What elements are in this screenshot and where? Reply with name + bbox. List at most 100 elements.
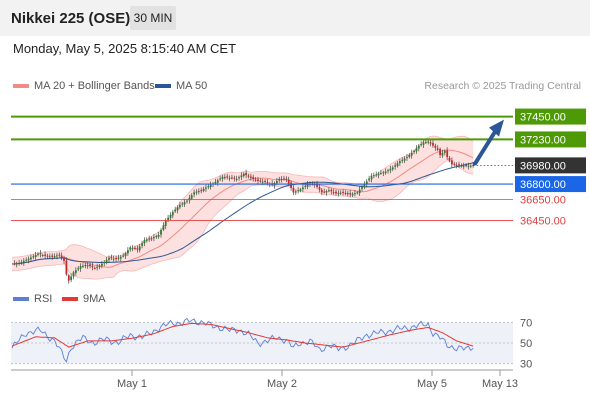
rsi-tick-label: 70 — [520, 317, 532, 329]
candle-body — [148, 238, 151, 240]
candle-body — [304, 185, 307, 187]
rsi-9ma-line — [11, 322, 474, 348]
candle-body — [460, 165, 463, 167]
candle-body — [162, 225, 165, 230]
candle-body — [453, 164, 456, 166]
candle-body — [292, 188, 295, 193]
support-label: 36450.00 — [520, 215, 566, 227]
candle-body — [436, 148, 439, 150]
time-tick-label: May 13 — [482, 378, 518, 390]
legend-ma50: MA 50 — [155, 80, 207, 92]
candle-body — [171, 212, 174, 216]
candle-body — [401, 159, 404, 161]
candle-body — [318, 187, 321, 190]
candle-body — [469, 165, 472, 167]
candlestick-layer — [13, 139, 475, 284]
candle-body — [384, 171, 387, 173]
support-label: 36650.00 — [520, 195, 566, 207]
candle-body — [242, 173, 245, 176]
rsi-panel: 70 50 30 — [11, 317, 532, 371]
candle-body — [67, 275, 70, 281]
candle-body — [143, 240, 146, 244]
candle-body — [339, 192, 342, 194]
candle-body — [197, 191, 200, 193]
candle-body — [294, 191, 297, 193]
candle-body — [153, 237, 155, 239]
bollinger-upper-line — [11, 135, 474, 258]
candle-body — [370, 175, 373, 180]
timeframe-button[interactable]: 30 MIN — [130, 6, 176, 30]
candle-body — [51, 255, 54, 257]
candle-body — [77, 268, 80, 270]
candle-body — [108, 257, 110, 260]
candle-body — [356, 192, 359, 194]
ma9-swatch — [62, 297, 78, 302]
candle-body — [134, 247, 136, 249]
candle-body — [363, 184, 366, 188]
chart-datetime: Monday, May 5, 2025 8:15:40 AM CET — [13, 41, 237, 56]
candle-body — [20, 262, 23, 263]
candle-body — [406, 157, 408, 159]
candle-body — [413, 150, 415, 153]
candle-body — [160, 230, 162, 235]
candle-body — [48, 256, 51, 258]
candle-body — [37, 253, 39, 255]
candle-body — [119, 256, 122, 259]
candle-body — [105, 259, 108, 263]
candle-body — [34, 255, 37, 257]
candle-body — [443, 150, 446, 153]
candle-body — [145, 239, 148, 241]
legend-9ma: 9MA — [62, 293, 106, 305]
time-axis: May 1 May 2 May 5 May 13 — [11, 369, 518, 390]
candle-body — [219, 178, 221, 180]
candle-body — [391, 167, 394, 170]
candle-body — [283, 178, 285, 180]
candle-body — [415, 148, 418, 152]
candle-body — [60, 255, 63, 258]
candle-body — [93, 267, 96, 269]
candle-body — [91, 265, 94, 268]
candle-body — [181, 203, 184, 205]
candle-body — [25, 259, 28, 261]
legend-rsi: RSI — [13, 293, 52, 305]
candle-body — [287, 179, 290, 184]
legend-ma20-label: MA 20 + Bollinger Bands — [34, 80, 155, 92]
candle-body — [30, 257, 32, 260]
candle-body — [72, 272, 75, 277]
candle-body — [285, 178, 288, 180]
candle-body — [39, 253, 42, 255]
legend-ma20: MA 20 + Bollinger Bands — [13, 80, 155, 92]
candle-body — [124, 253, 127, 257]
candle-body — [380, 173, 382, 174]
last-price-label-box — [515, 157, 586, 174]
candle-body — [41, 255, 44, 256]
candle-body — [349, 193, 352, 195]
candle-body — [365, 181, 368, 185]
candle-body — [252, 177, 255, 179]
candle-body — [82, 265, 84, 267]
candle-body — [351, 193, 354, 196]
candle-body — [202, 188, 205, 191]
bollinger-band-layer — [11, 135, 474, 280]
pivot-label-box — [515, 176, 586, 193]
candle-body — [138, 246, 141, 251]
candle-body — [389, 168, 392, 171]
candle-body — [354, 193, 356, 195]
candle-body — [299, 189, 302, 191]
candle-body — [63, 257, 65, 261]
pivot-label: 36800.00 — [520, 179, 566, 191]
candle-body — [408, 155, 411, 158]
candle-body — [266, 182, 269, 184]
last-price-label: 36980.00 — [520, 160, 566, 172]
candle-body — [462, 165, 465, 167]
candle-body — [179, 204, 181, 208]
bollinger-lower-line — [11, 160, 474, 280]
candle-body — [103, 262, 106, 264]
candle-body — [259, 180, 262, 182]
candle-body — [455, 165, 458, 166]
candle-body — [368, 178, 370, 181]
candle-body — [150, 238, 153, 240]
ma20-line — [11, 149, 474, 268]
candle-body — [115, 258, 117, 259]
